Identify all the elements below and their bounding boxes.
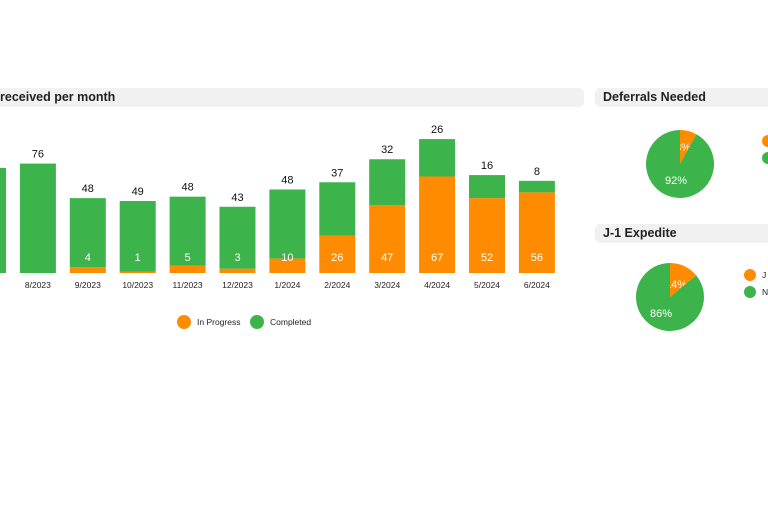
bar-completed xyxy=(0,167,6,273)
x-tick-label: 6/2024 xyxy=(524,280,550,290)
bar-completed xyxy=(469,175,505,199)
bar-completed-label: 48 xyxy=(281,174,293,186)
pie-slice-label: 86% xyxy=(650,308,672,320)
bar-completed xyxy=(169,196,206,266)
bar-in-progress-label: 52 xyxy=(481,252,493,264)
bar-completed-label: 76 xyxy=(32,149,44,161)
bar-completed-label: 37 xyxy=(331,167,343,179)
x-tick-label: 12/2023 xyxy=(222,280,253,290)
bar-completed xyxy=(419,139,456,177)
bar-completed xyxy=(69,198,106,268)
bar-completed xyxy=(219,206,256,269)
x-tick-label: 2/2024 xyxy=(324,280,350,290)
pie-slice xyxy=(680,130,697,164)
bar-completed xyxy=(119,201,156,272)
bar-in-progress xyxy=(518,192,555,273)
bar-in-progress xyxy=(169,265,206,273)
bar-in-progress xyxy=(119,271,156,273)
bar-in-progress-label: 5 xyxy=(185,252,191,264)
bar-completed-label: 49 xyxy=(132,186,144,198)
bar-in-progress xyxy=(419,176,456,273)
bar-in-progress-label: 47 xyxy=(381,252,393,264)
bar-in-progress xyxy=(369,205,406,273)
x-tick-label: 9/2023 xyxy=(75,280,101,290)
bar-completed-label: 26 xyxy=(431,124,443,136)
x-tick-label: 3/2024 xyxy=(374,280,400,290)
j1-chart-title: J-1 Expedite xyxy=(595,224,768,243)
legend-label-in-progress: In Progress xyxy=(197,317,240,327)
bar-in-progress-label: 3 xyxy=(234,252,240,264)
bar-in-progress-label: 10 xyxy=(281,252,293,264)
x-tick-label: 1/2024 xyxy=(274,280,300,290)
pie-slice xyxy=(670,263,697,297)
bar-chart-title: received per month xyxy=(0,88,584,107)
x-tick-label: 10/2023 xyxy=(122,280,153,290)
bar-in-progress-label: 26 xyxy=(331,252,343,264)
bar-completed-label: 16 xyxy=(481,160,493,172)
bar-completed-label: 32 xyxy=(381,144,393,156)
bar-in-progress xyxy=(269,258,306,273)
bar-in-progress xyxy=(219,268,256,273)
bar-completed-label: 48 xyxy=(181,182,193,194)
bar-in-progress xyxy=(319,235,356,273)
pie-legend-marker xyxy=(744,269,756,281)
legend-label-completed: Completed xyxy=(270,317,311,327)
bar-in-progress-label: 4 xyxy=(85,252,91,264)
pie-slice-label: 92% xyxy=(665,175,687,187)
pie-legend-marker xyxy=(762,135,768,147)
bar-completed xyxy=(369,159,406,206)
legend-marker-in-progress xyxy=(177,315,191,329)
pie-slice xyxy=(646,130,715,198)
pie-legend-label: J xyxy=(762,270,766,280)
deferrals-chart-title: Deferrals Needed xyxy=(595,88,768,107)
bar-completed xyxy=(269,189,306,259)
pie-legend-label: N xyxy=(762,287,768,297)
x-tick-label: 8/2023 xyxy=(25,280,51,290)
x-tick-label: 11/2023 xyxy=(173,280,203,290)
bar-completed-label: 48 xyxy=(82,183,94,195)
pie-legend-marker xyxy=(762,152,768,164)
bar-completed-label: 8 xyxy=(534,166,540,178)
bar-completed xyxy=(319,182,356,236)
x-tick-label: 4/2024 xyxy=(424,280,450,290)
bar-completed-label: 43 xyxy=(231,192,243,204)
legend-marker-completed xyxy=(250,315,264,329)
bar-completed xyxy=(518,180,555,193)
bar-in-progress xyxy=(69,267,106,273)
bar-in-progress-label: 67 xyxy=(431,252,443,264)
pie-slice xyxy=(636,263,705,332)
bar-in-progress-label: 1 xyxy=(135,252,141,264)
pie-legend-marker xyxy=(744,286,756,298)
bar-completed xyxy=(19,163,56,273)
bar-in-progress-label: 56 xyxy=(531,252,543,264)
bar-in-progress xyxy=(469,198,505,273)
x-tick-label: 5/2024 xyxy=(474,280,500,290)
